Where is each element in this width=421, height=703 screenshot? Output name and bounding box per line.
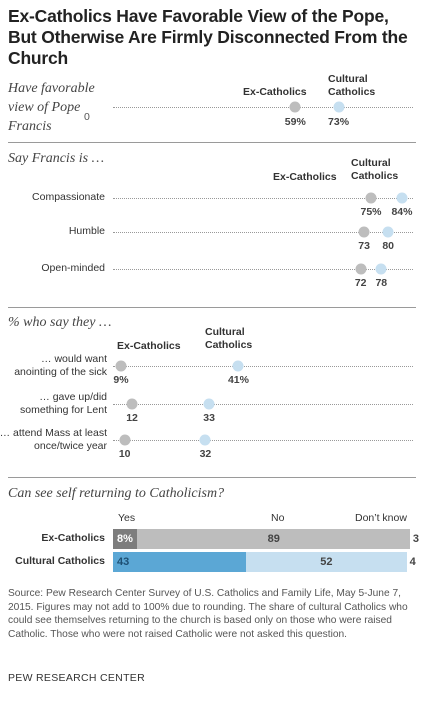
section3-ex-dot	[119, 434, 131, 446]
section2-row-track	[113, 198, 413, 199]
section4-row-label: Ex-Catholics	[41, 532, 105, 544]
divider-2	[8, 307, 416, 308]
divider-1	[8, 142, 416, 143]
section4-bar-dk	[406, 552, 419, 572]
section2-ex-dot	[355, 263, 367, 275]
section1-series-cult-line2: Catholics	[328, 86, 376, 98]
section3-cult-value: 32	[199, 448, 212, 460]
section3-row-label: … gave up/did something for Lent	[20, 391, 107, 417]
section1-track	[113, 107, 413, 108]
section1-label-line3: Francis	[8, 119, 52, 134]
section4-yes-value: 43	[117, 556, 130, 568]
section2-row-label: Humble	[68, 225, 105, 237]
section3-ex-value: 10	[118, 448, 131, 460]
section2-cult-dot	[375, 263, 387, 275]
section1-series-ex: Ex-Catholics	[243, 86, 307, 98]
section3-row-track	[113, 440, 413, 441]
section4-bar-yes	[113, 552, 246, 572]
section2-series-ex: Ex-Catholics	[273, 171, 337, 183]
section3-cult-dot	[203, 398, 215, 410]
section2-row-track	[113, 269, 413, 270]
section3-ex-dot	[115, 360, 127, 372]
section2-row-track	[113, 232, 413, 233]
divider-3	[8, 477, 416, 478]
section2-ex-value: 73	[358, 240, 370, 252]
section4-dk-value: 4	[409, 556, 416, 568]
section4-bar-yes	[113, 529, 138, 549]
section1-ex-value: 59%	[284, 116, 306, 128]
section1-label: Have favorable view of Pope Francis	[8, 79, 95, 136]
section3-label: % who say they …	[8, 315, 112, 330]
section3-row-label-line: anointing of the sick	[14, 366, 107, 378]
section2-ex-value: 75%	[360, 206, 382, 218]
section2-row-label: Compassionate	[32, 191, 105, 203]
section3-row-label-line: … would want	[41, 353, 107, 365]
section4-head-yes: Yes	[118, 512, 136, 524]
section3-series-ex: Ex-Catholics	[117, 340, 181, 352]
section3-row-label: … attend Mass at least once/twice year	[0, 427, 107, 453]
section3-series-cult-line2: Catholics	[205, 339, 253, 351]
section1-label-line2: view of Pope	[8, 100, 81, 115]
section2-ex-value: 72	[354, 277, 367, 289]
section3-row-label-line: … gave up/did	[39, 391, 107, 403]
section4-bar-no	[137, 529, 410, 549]
section2-row-label: Open-minded	[41, 262, 105, 274]
section2-cult-value: 80	[382, 240, 395, 252]
section2-series-cult-line2: Catholics	[351, 170, 399, 182]
section4-no-value: 89	[267, 533, 280, 545]
section1-cult-dot	[333, 101, 345, 113]
section4-bar-dk	[409, 529, 419, 549]
section3-cult-value: 41%	[227, 374, 249, 386]
section2-series-cult: Cultural Catholics	[351, 157, 398, 183]
section4-yes-value: 8%	[117, 533, 133, 545]
section3-cult-dot	[199, 434, 211, 446]
section4-row-label: Cultural Catholics	[15, 555, 105, 567]
section2-ex-dot	[358, 226, 370, 238]
section2-cult-value: 78	[375, 277, 388, 289]
section4-no-value: 52	[320, 556, 333, 568]
section3-row-label: … would want anointing of the sick	[14, 353, 107, 379]
section1-ex-dot	[289, 101, 301, 113]
section3-series-cult: Cultural Catholics	[205, 326, 252, 352]
source-note: Source: Pew Research Center Survey of U.…	[8, 588, 408, 640]
section4-dk-value: 3	[412, 533, 419, 545]
section2-cult-dot	[396, 192, 408, 204]
section3-row-label-line: … attend Mass at least	[0, 427, 107, 439]
section2-cult-dot	[382, 226, 394, 238]
section2-ex-dot	[365, 192, 377, 204]
section1-zero-label: 0	[84, 111, 90, 123]
section3-row-track	[113, 404, 413, 405]
section2-label: Say Francis is …	[8, 151, 105, 166]
section3-ex-value: 9%	[113, 374, 129, 386]
section2-cult-value: 84%	[391, 206, 413, 218]
section3-series-cult-line1: Cultural	[205, 326, 245, 338]
section1-series-cult: Cultural Catholics	[328, 73, 375, 99]
section3-cult-dot	[232, 360, 244, 372]
section1-cult-value: 73%	[328, 116, 350, 128]
section3-row-label-line: something for Lent	[20, 404, 107, 416]
section3-cult-value: 33	[203, 412, 215, 424]
section3-row-track	[113, 366, 413, 367]
section4-head-no: No	[271, 512, 285, 524]
section3-row-label-line: once/twice year	[34, 440, 107, 452]
chart-title: Ex-Catholics Have Favorable View of the …	[8, 6, 408, 68]
section1-label-line1: Have favorable	[8, 81, 95, 96]
section1-series-cult-line1: Cultural	[328, 73, 368, 85]
section2-series-cult-line1: Cultural	[351, 157, 391, 169]
section4-bar-no	[245, 552, 407, 572]
credit: PEW RESEARCH CENTER	[8, 672, 145, 684]
section3-ex-dot	[126, 398, 138, 410]
section3-ex-value: 12	[126, 412, 138, 424]
section4-head-dk: Don’t know	[355, 512, 407, 524]
section4-label: Can see self returning to Catholicism?	[8, 486, 225, 501]
